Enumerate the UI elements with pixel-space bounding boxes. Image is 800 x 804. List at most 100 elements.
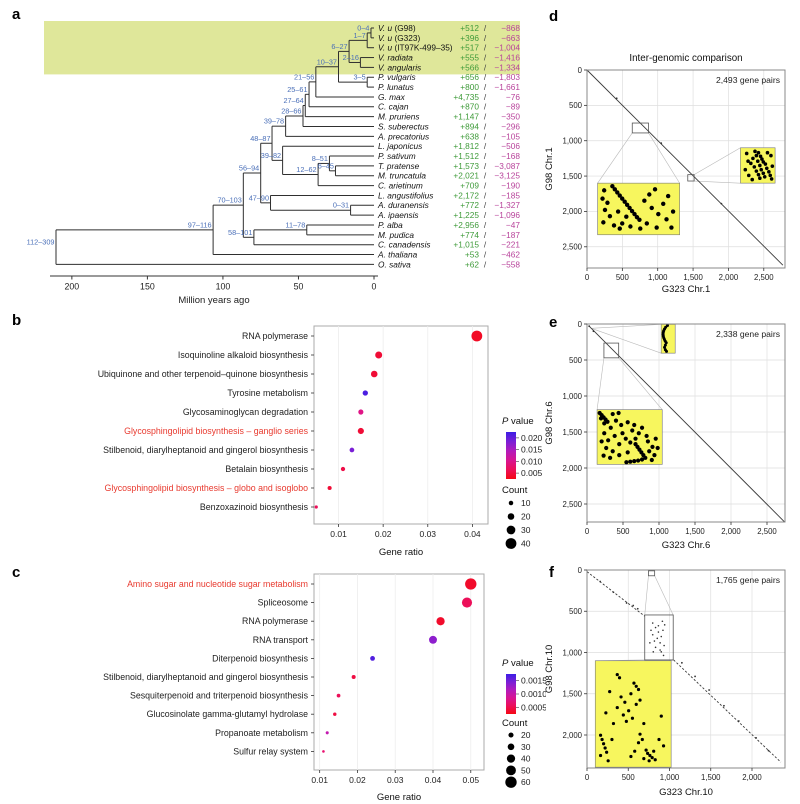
inset-connector-line [597, 132, 633, 184]
gain-loss-separator: / [484, 33, 487, 43]
gene-ratio-axis-label: Gene ratio [379, 547, 423, 558]
time-axis-tick: 50 [294, 282, 304, 292]
panel-letter-b: b [12, 312, 22, 329]
gain-loss-separator: / [484, 240, 487, 250]
divergence-time-label: 58–101 [228, 228, 252, 237]
y-axis-tick: 1,000 [562, 392, 582, 401]
divergence-time-label: 21–56 [294, 72, 314, 81]
x-axis-tick: 1,000 [648, 273, 668, 282]
panel-e-synteny-dotplot-chr6: 0 0 500 500 1,000 1,000 1,500 1,500 2,000 2,000 2,… [545, 320, 786, 551]
time-axis-tick: 100 [216, 282, 231, 292]
y-axis-tick: 500 [569, 101, 583, 110]
y-axis-tick: 1,500 [562, 690, 582, 699]
gene-loss-value: −3,125 [494, 171, 520, 181]
gene-gain-value: +62 [465, 259, 479, 269]
gene-gain-value: +53 [465, 249, 479, 259]
x-axis-tick: 500 [616, 273, 630, 282]
panel-letter-e: e [549, 314, 558, 331]
gene-loss-value: −663 [501, 33, 520, 43]
species-label: O. sativa [378, 259, 411, 269]
x-axis-label: G323 Chr.6 [662, 540, 711, 551]
panel-f-synteny-dotplot-chr10: 0 0 500 500 1,000 1,000 1,500 1,500 2,000 2,000 G3… [545, 566, 786, 798]
gene-gain-value: +1,225 [453, 210, 479, 220]
gain-loss-separator: / [484, 171, 487, 181]
enrichment-dot [351, 674, 356, 680]
species-label: A. duranensis [377, 200, 429, 210]
count-legend-tick: 20 [521, 730, 531, 740]
pathway-label: Sesquiterpenoid and triterpenoid biosynt… [130, 691, 309, 701]
gene-loss-value: −168 [501, 151, 520, 161]
gene-gain-value: +1,015 [453, 240, 479, 250]
gain-loss-separator: / [484, 52, 487, 62]
pathway-label: Diterpenoid biosynthesis [212, 653, 308, 663]
synteny-diagonal [586, 571, 646, 617]
time-axis-tick: 0 [372, 282, 377, 292]
count-legend-tick: 30 [521, 742, 531, 752]
zoom-region-box [631, 122, 649, 134]
y-axis-tick: 2,000 [562, 464, 582, 473]
x-axis-tick: 1,000 [649, 527, 669, 536]
species-label: P. alba [378, 220, 403, 230]
divergence-time-label: 25–61 [287, 85, 307, 94]
species-label: A. thaliana [377, 249, 418, 259]
enrichment-dot [314, 505, 318, 509]
divergence-time-label: 12–62 [296, 165, 316, 174]
enrichment-dot [349, 447, 355, 453]
enrichment-dot [436, 617, 445, 626]
x-axis-tick: 2,000 [721, 527, 741, 536]
divergence-time-label: 47–90 [249, 193, 269, 202]
y-axis-tick: 500 [569, 607, 583, 616]
x-axis-tick: 2,000 [719, 273, 739, 282]
species-label: G. max [378, 92, 406, 102]
gain-loss-separator: / [484, 220, 487, 230]
gene-loss-value: −185 [501, 190, 520, 200]
y-axis-tick: 2,500 [562, 500, 582, 509]
count-legend-tick: 40 [521, 539, 531, 549]
gene-loss-value: −187 [501, 230, 520, 240]
divergence-time-label: 39–82 [261, 151, 281, 160]
enrichment-dot [465, 578, 477, 590]
count-legend-dot [506, 765, 516, 776]
gene-loss-value: −1,004 [494, 43, 520, 53]
pathway-label: Tyrosine metabolism [227, 388, 308, 398]
gene-loss-value: −3,087 [494, 161, 520, 171]
gain-loss-separator: / [484, 259, 487, 269]
synteny-diagonal [588, 325, 785, 522]
gene-ratio-tick: 0.04 [464, 529, 481, 539]
gene-ratio-tick: 0.05 [463, 775, 480, 785]
gene-gain-value: +656 [460, 72, 479, 82]
divergence-time-label: 3–5 [354, 73, 366, 82]
count-legend-title: Count [502, 485, 528, 496]
inset-connector-line [648, 132, 680, 184]
inset-connector-line [693, 147, 741, 175]
x-axis-tick: 1,500 [685, 527, 705, 536]
divergence-time-label: 2–16 [343, 53, 359, 62]
gene-pairs-annotation: 2,338 gene pairs [716, 329, 780, 339]
species-label: V. u (G323) [378, 33, 421, 43]
count-legend-dot [505, 538, 517, 549]
count-legend-tick: 40 [521, 754, 531, 764]
enrichment-dot [362, 390, 368, 396]
y-axis-tick: 2,000 [562, 731, 582, 740]
enrichment-dot [333, 712, 337, 716]
y-axis-tick: 0 [578, 66, 583, 75]
y-axis-tick: 500 [569, 356, 583, 365]
x-axis-tick: 500 [622, 773, 636, 782]
enrichment-dot [340, 466, 346, 472]
gene-gain-value: +1,812 [453, 141, 479, 151]
zoom-region-box [644, 614, 674, 661]
gain-loss-separator: / [484, 141, 487, 151]
gene-ratio-axis-label: Gene ratio [377, 792, 421, 803]
species-label: V. angularis [378, 62, 421, 72]
enrichment-dot [322, 750, 325, 753]
gain-loss-separator: / [484, 210, 487, 220]
x-axis-tick: 0 [585, 527, 590, 536]
divergence-time-label: 6–45 [318, 161, 334, 170]
count-legend-dot [508, 500, 514, 506]
inset-connector-line [596, 357, 605, 410]
gene-gain-value: +709 [460, 181, 479, 191]
gene-gain-value: +396 [460, 33, 479, 43]
divergence-time-label: 39–78 [264, 117, 284, 126]
count-legend-tick: 60 [521, 777, 531, 787]
